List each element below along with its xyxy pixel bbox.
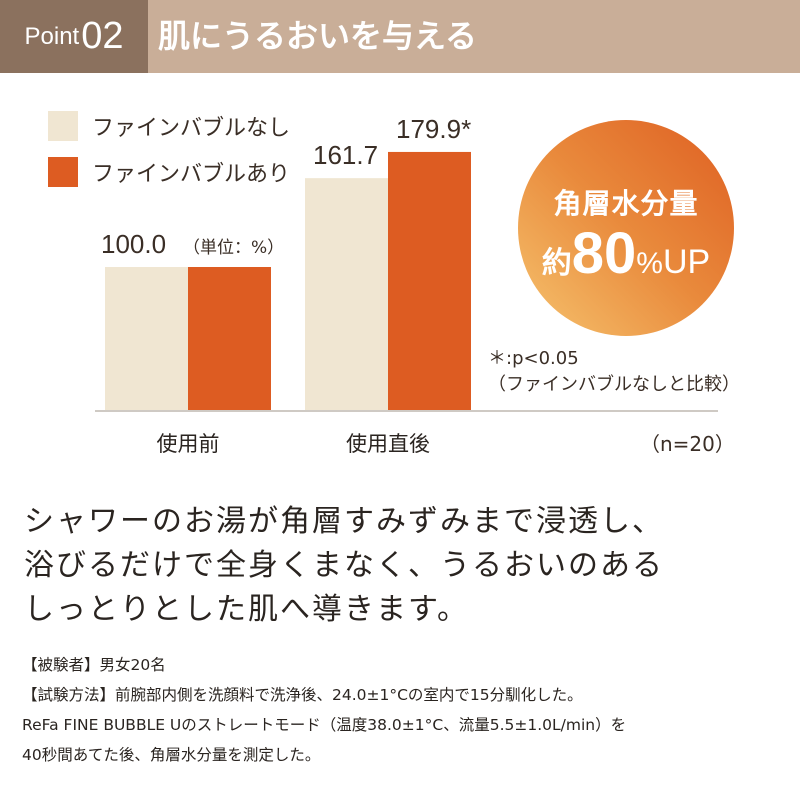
badge-suffix: UP bbox=[662, 243, 711, 281]
sample-size: （n=20） bbox=[640, 432, 735, 456]
description-line: 浴びるだけで全身くまなく、うるおいのある bbox=[24, 548, 664, 583]
data-label: 100.0 bbox=[101, 229, 166, 259]
bar-with-0 bbox=[188, 267, 271, 411]
category-label: 使用直後 bbox=[346, 432, 430, 456]
p-value-note: ＊:p<0.05 bbox=[488, 348, 579, 369]
header-bar: Point 02 肌にうるおいを与える bbox=[0, 0, 800, 73]
badge-value: 約80%UP bbox=[518, 220, 734, 287]
unit-label: （単位：%） bbox=[183, 238, 284, 258]
legend-swatch bbox=[48, 157, 78, 187]
footnote-line: 40秒間あてた後、角層水分量を測定した。 bbox=[22, 746, 321, 764]
footnote-line: 【試験方法】前腕部内側を洗顔料で洗浄後、24.0±1°Cの室内で15分馴化した。 bbox=[22, 686, 583, 704]
legend-item-with: ファインバブルあり bbox=[48, 157, 291, 187]
significance-note: ＊:p<0.05 （ファインバブルなしと比較） bbox=[488, 346, 740, 398]
badge-number: 80 bbox=[571, 221, 637, 286]
bar-with-1 bbox=[388, 151, 471, 411]
legend-label: ファインバブルなし bbox=[92, 116, 291, 141]
description: シャワーのお湯が角層すみずみまで浸透し、 浴びるだけで全身くまなく、うるおいのあ… bbox=[24, 500, 664, 632]
bar-without-0 bbox=[105, 267, 188, 411]
description-line: シャワーのお湯が角層すみずみまで浸透し、 bbox=[24, 504, 664, 539]
legend-label: ファインバブルあり bbox=[92, 162, 291, 187]
bar-chart: 100.0 使用前 161.7 179.9* 使用直後 （単位：%） bbox=[95, 114, 718, 456]
test-conditions: 【被験者】男女20名 【試験方法】前腕部内側を洗顔料で洗浄後、24.0±1°Cの… bbox=[22, 650, 626, 770]
point-label: Point bbox=[24, 22, 80, 50]
point-badge: Point 02 bbox=[0, 0, 148, 73]
data-label: 179.9* bbox=[396, 114, 471, 144]
description-line: しっとりとした肌へ導きます。 bbox=[24, 592, 469, 627]
bar-without-1 bbox=[305, 178, 388, 411]
comparison-note: （ファインバブルなしと比較） bbox=[488, 374, 740, 395]
badge-percent: % bbox=[636, 247, 663, 280]
moisture-badge: 角層水分量 約80%UP bbox=[518, 120, 734, 336]
point-number: 02 bbox=[81, 15, 124, 57]
footnote-line: 【被験者】男女20名 bbox=[22, 656, 166, 674]
legend-item-without: ファインバブルなし bbox=[48, 111, 291, 141]
section-title: 肌にうるおいを与える bbox=[158, 17, 478, 55]
badge-prefix: 約 bbox=[541, 247, 572, 280]
badge-title: 角層水分量 bbox=[553, 187, 699, 220]
legend-swatch bbox=[48, 111, 78, 141]
data-label: 161.7 bbox=[313, 140, 378, 170]
footnote-line: ReFa FINE BUBBLE Uのストレートモード（温度38.0±1°C、流… bbox=[22, 716, 627, 734]
category-label: 使用前 bbox=[157, 432, 220, 456]
chart-legend: ファインバブルなし ファインバブルあり bbox=[48, 111, 291, 204]
